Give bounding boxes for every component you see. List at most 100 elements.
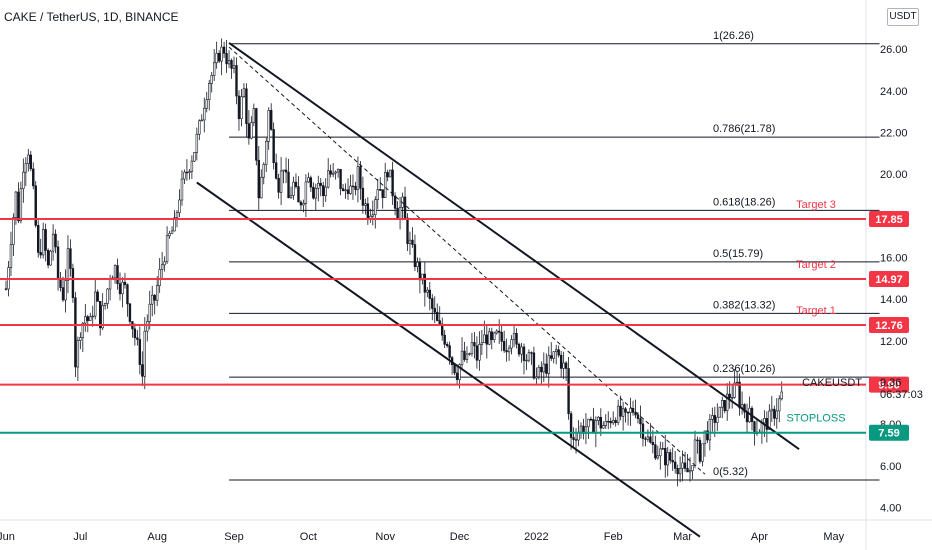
candle-body [4, 288, 8, 290]
candle-body [237, 95, 241, 120]
candle-body [480, 342, 484, 345]
candle-body [193, 152, 196, 162]
candle [116, 258, 119, 290]
candle [299, 200, 303, 210]
candle-body [208, 83, 211, 100]
price-level-value: 9.90 [878, 380, 899, 392]
candle-body [666, 452, 669, 466]
candle [616, 399, 620, 426]
x-tick-label: Feb [604, 531, 623, 543]
candle-body [391, 169, 394, 197]
candle-body [497, 330, 501, 333]
candle-body [416, 262, 419, 268]
candle-body [604, 420, 607, 426]
candle [54, 229, 57, 254]
candle [359, 160, 362, 200]
candle-body [436, 311, 439, 321]
candle-body [371, 214, 375, 217]
candle [346, 178, 350, 200]
candle-body [195, 133, 199, 153]
candle-body [71, 268, 75, 298]
candle-body [607, 420, 610, 423]
candle [475, 336, 479, 369]
candle-body [629, 407, 632, 413]
candle [356, 156, 360, 203]
candle-body [126, 284, 129, 305]
candle [721, 396, 724, 419]
candle-body [265, 140, 268, 165]
candle-body [307, 177, 310, 183]
candle-body [589, 418, 593, 421]
candle-body [163, 261, 166, 266]
candle [113, 264, 117, 284]
candle [96, 289, 99, 302]
candle-body [116, 265, 119, 284]
fib-level-label: 1(26.26) [713, 30, 754, 42]
candle-body [269, 110, 273, 130]
candle-body [329, 170, 332, 175]
candle-body [406, 217, 409, 244]
candle-body [463, 350, 466, 360]
candle [569, 410, 573, 450]
chart-title: CAKE / TetherUS, 1D, BINANCE [4, 10, 179, 24]
candle-body [413, 244, 417, 268]
candle [594, 416, 598, 448]
candle-body [299, 201, 303, 206]
candle [537, 364, 541, 380]
x-tick-label: Mar [673, 531, 692, 543]
candle-body [768, 410, 771, 430]
candle [445, 341, 449, 348]
y-tick-label: 16.00 [880, 253, 908, 265]
candle [589, 416, 593, 422]
candle [711, 407, 714, 432]
candle-body [178, 199, 181, 214]
candle-body [351, 185, 355, 188]
candle-body [245, 88, 248, 124]
candle-body [557, 349, 560, 356]
candle [319, 178, 322, 197]
candle-body [703, 430, 707, 445]
candle [614, 417, 617, 427]
candle-body [29, 154, 32, 170]
candle [173, 210, 176, 232]
x-tick-label: Sep [224, 531, 244, 543]
candle-body [98, 301, 102, 329]
candle [225, 39, 228, 73]
candle [542, 352, 546, 382]
candle [121, 277, 124, 308]
price-level-value: 17.85 [875, 214, 903, 226]
candle-body [123, 281, 127, 285]
candle [314, 183, 317, 211]
candle-body [550, 355, 553, 359]
candle-body [148, 303, 151, 322]
y-tick-label: 26.00 [880, 44, 908, 56]
candle [336, 168, 340, 178]
candle [257, 145, 260, 210]
candle [329, 164, 332, 178]
candle [284, 157, 288, 184]
candle-body [151, 294, 154, 305]
currency-unit-button[interactable]: USDT [887, 8, 919, 26]
candle [388, 169, 392, 178]
candle-body [465, 353, 469, 360]
candle-body [388, 169, 392, 178]
candle-body [383, 172, 387, 199]
candle-body [222, 46, 226, 54]
candle-body [510, 339, 513, 349]
candle [673, 451, 677, 474]
candle [317, 175, 320, 202]
candle-body [326, 170, 330, 188]
candle-body [602, 425, 605, 429]
candle-body [272, 129, 275, 164]
candle-body [274, 162, 278, 179]
candle [629, 397, 632, 426]
candle-body [113, 265, 117, 279]
candle [128, 302, 132, 325]
candle [656, 445, 660, 460]
candle [247, 110, 251, 145]
candle [304, 174, 308, 218]
candle [287, 158, 290, 199]
candle [696, 436, 699, 454]
candle-body [535, 376, 538, 379]
